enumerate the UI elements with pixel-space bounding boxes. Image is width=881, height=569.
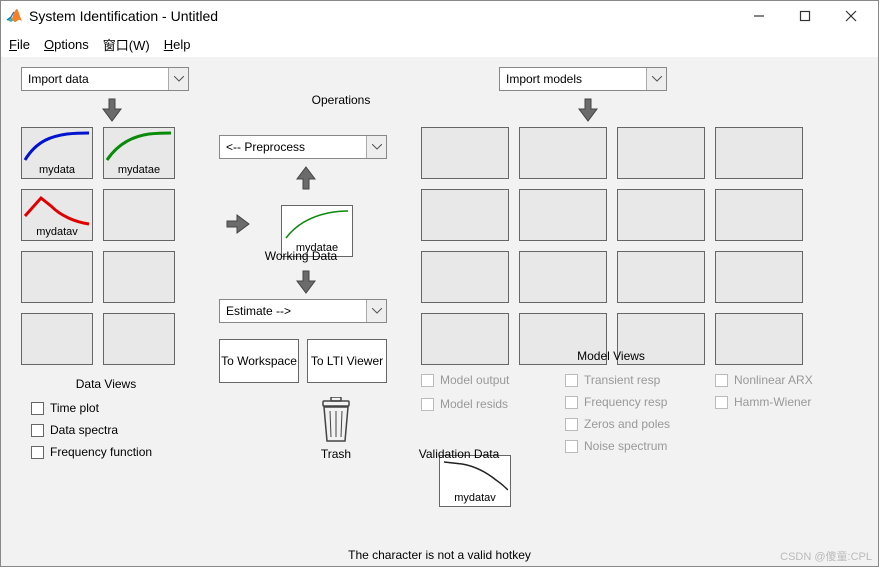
chevron-down-icon (366, 136, 386, 158)
arrow-right-icon (225, 213, 251, 235)
data-slot[interactable] (103, 313, 175, 365)
check-transient[interactable]: Transient resp (565, 373, 670, 387)
check-data-spectra[interactable]: Data spectra (31, 423, 152, 437)
data-slot[interactable] (21, 313, 93, 365)
model-slot[interactable] (715, 251, 803, 303)
model-slot[interactable] (421, 251, 509, 303)
estimate-label: Estimate --> (226, 304, 291, 318)
to-workspace-button[interactable]: To Workspace (219, 339, 299, 383)
validation-data-name: mydatav (454, 492, 496, 504)
slot-label: mydatae (118, 164, 160, 176)
model-slot[interactable] (715, 127, 803, 179)
check-freq-func[interactable]: Frequency function (31, 445, 152, 459)
estimate-dropdown[interactable]: Estimate --> (219, 299, 387, 323)
to-lti-button[interactable]: To LTI Viewer (307, 339, 387, 383)
arrow-down-icon (577, 97, 599, 123)
slot-label: mydatav (36, 226, 78, 238)
model-slot[interactable] (519, 189, 607, 241)
check-model-resids[interactable]: Model resids (421, 397, 509, 411)
model-slot[interactable] (421, 189, 509, 241)
check-noise[interactable]: Noise spectrum (565, 439, 670, 453)
validation-data-slot[interactable]: mydatav (439, 455, 511, 507)
arrow-down-icon (101, 97, 123, 123)
chevron-down-icon (646, 68, 666, 90)
data-views-label: Data Views (61, 377, 151, 391)
check-time-plot[interactable]: Time plot (31, 401, 152, 415)
model-slot[interactable] (715, 313, 803, 365)
import-models-label: Import models (506, 72, 582, 86)
titlebar: System Identification - Untitled (1, 1, 878, 31)
data-slots-grid: mydata mydatae mydatav (21, 127, 175, 375)
validation-data-label: Validation Data (411, 447, 507, 461)
arrow-down-icon (295, 269, 317, 295)
window-title: System Identification - Untitled (29, 8, 736, 24)
preprocess-dropdown[interactable]: <-- Preprocess (219, 135, 387, 159)
matlab-icon (5, 7, 23, 25)
data-slot[interactable]: mydatae (103, 127, 175, 179)
trash-icon[interactable] (317, 397, 355, 445)
check-model-output[interactable]: Model output (421, 373, 509, 387)
arrow-up-icon (295, 165, 317, 191)
status-message: The character is not a valid hotkey (348, 548, 531, 562)
model-slots-grid (421, 127, 803, 375)
data-slot[interactable] (21, 251, 93, 303)
menu-help[interactable]: Help (164, 37, 191, 52)
menu-window[interactable]: 窗口(W) (103, 35, 150, 54)
import-models-dropdown[interactable]: Import models (499, 67, 667, 91)
check-zeros[interactable]: Zeros and poles (565, 417, 670, 431)
model-views-col2: Transient resp Frequency resp Zeros and … (565, 373, 670, 461)
maximize-button[interactable] (782, 2, 828, 30)
close-button[interactable] (828, 2, 874, 30)
data-slot[interactable]: mydatav (21, 189, 93, 241)
menu-file[interactable]: File (9, 37, 30, 52)
operations-label: Operations (291, 93, 391, 107)
trash-label: Trash (307, 447, 365, 461)
import-data-dropdown[interactable]: Import data (21, 67, 189, 91)
model-slot[interactable] (715, 189, 803, 241)
working-data-label: Working Data (255, 249, 347, 263)
model-views-col1: Model output Model resids (421, 373, 509, 419)
model-slot[interactable] (421, 313, 509, 365)
model-slot[interactable] (519, 251, 607, 303)
menubar: File Options 窗口(W) Help (1, 31, 878, 57)
check-hamm[interactable]: Hamm-Wiener (715, 395, 813, 409)
check-nonlinear[interactable]: Nonlinear ARX (715, 373, 813, 387)
import-data-label: Import data (28, 72, 89, 86)
check-frequency[interactable]: Frequency resp (565, 395, 670, 409)
data-views-checks: Time plot Data spectra Frequency functio… (31, 401, 152, 467)
data-slot[interactable]: mydata (21, 127, 93, 179)
model-views-col3: Nonlinear ARX Hamm-Wiener (715, 373, 813, 417)
chevron-down-icon (168, 68, 188, 90)
data-slot[interactable] (103, 251, 175, 303)
watermark: CSDN @傻童:CPL (780, 548, 872, 564)
chevron-down-icon (366, 300, 386, 322)
minimize-button[interactable] (736, 2, 782, 30)
model-slot[interactable] (421, 127, 509, 179)
app-window: System Identification - Untitled File Op… (0, 0, 879, 567)
model-views-label: Model Views (551, 349, 671, 363)
model-slot[interactable] (519, 127, 607, 179)
menu-options[interactable]: Options (44, 37, 89, 52)
model-slot[interactable] (617, 127, 705, 179)
preprocess-label: <-- Preprocess (226, 140, 305, 154)
model-slot[interactable] (617, 189, 705, 241)
window-controls (736, 2, 874, 30)
data-slot[interactable] (103, 189, 175, 241)
slot-label: mydata (39, 164, 75, 176)
content: Import data Operations Import models myd… (1, 57, 878, 566)
model-slot[interactable] (617, 251, 705, 303)
